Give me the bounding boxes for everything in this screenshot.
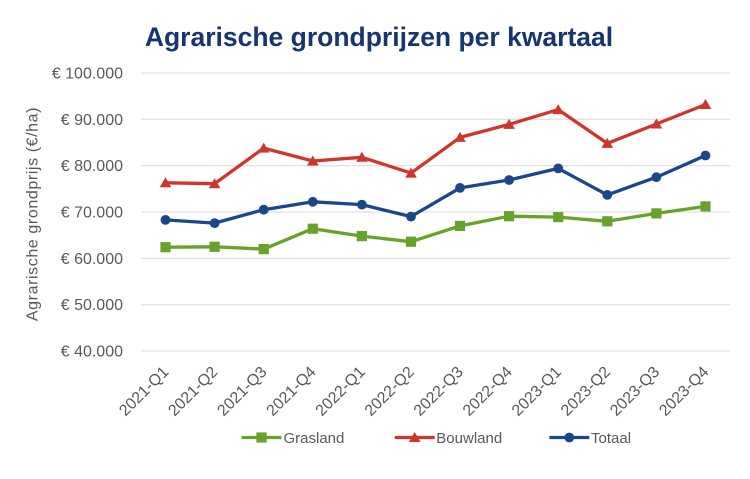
svg-text:€ 40.000: € 40.000 xyxy=(61,344,123,361)
svg-text:Agrarische grondprijs (€/ha): Agrarische grondprijs (€/ha) xyxy=(25,107,42,321)
svg-text:Agrarische grondprijzen per kw: Agrarische grondprijzen per kwartaal xyxy=(145,22,613,52)
svg-text:€ 60.000: € 60.000 xyxy=(61,251,123,268)
svg-text:Bouwland: Bouwland xyxy=(436,430,502,447)
svg-text:€ 100.000: € 100.000 xyxy=(52,66,123,83)
svg-text:Totaal: Totaal xyxy=(591,430,631,447)
svg-text:€ 50.000: € 50.000 xyxy=(61,297,123,314)
svg-text:€ 70.000: € 70.000 xyxy=(61,205,123,222)
svg-text:€ 80.000: € 80.000 xyxy=(61,158,123,175)
svg-text:Grasland: Grasland xyxy=(284,430,345,447)
svg-text:€ 90.000: € 90.000 xyxy=(61,112,123,129)
